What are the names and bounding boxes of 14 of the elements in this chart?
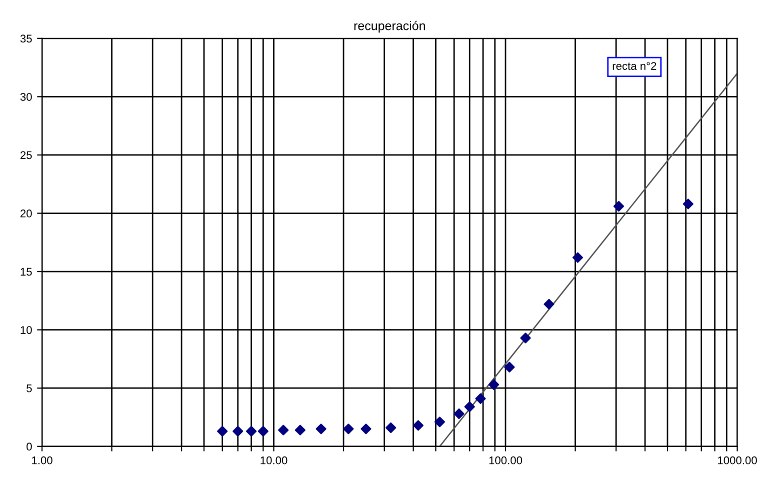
chart-title: recuperación	[354, 20, 425, 33]
x-tick-label: 100.00	[489, 456, 522, 464]
y-tick-label: 25	[20, 151, 32, 160]
y-tick-label: 15	[20, 268, 32, 276]
y-tick-label: 35	[20, 34, 32, 43]
y-tick-label: 10	[20, 326, 32, 334]
y-tick-label: 5	[26, 384, 32, 392]
y-tick-label: 30	[20, 92, 32, 101]
x-tick-label: 1.00	[32, 456, 52, 464]
x-tick-label: 1000.00	[718, 456, 757, 464]
annotation: recta n°2	[612, 62, 656, 70]
y-tick-label: 0	[26, 442, 32, 451]
y-tick-label: 20	[20, 210, 32, 218]
x-tick-label: 10.00	[260, 456, 288, 464]
